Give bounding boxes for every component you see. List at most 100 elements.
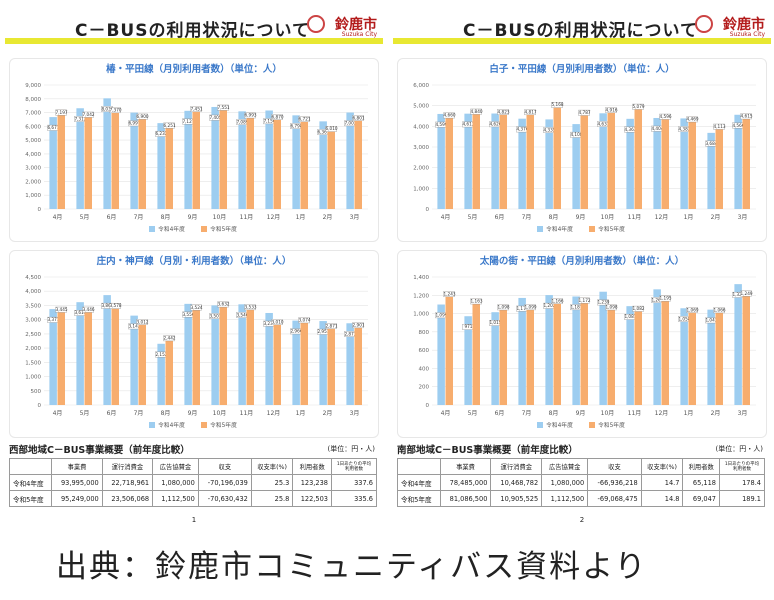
data-label: 1,099 — [525, 305, 537, 310]
bar-r5 — [445, 291, 453, 405]
bar-r4 — [626, 118, 634, 209]
data-label: 3,540 — [236, 312, 248, 317]
summary-column-header: 1日あたりの平均利用者数 — [719, 458, 765, 475]
bar-r5 — [246, 112, 254, 209]
x-tick-label: 4月 — [441, 214, 451, 221]
summary-cell: 337.6 — [331, 474, 377, 491]
summary-cell: 10,468,782 — [490, 474, 543, 491]
bar-r4 — [211, 305, 219, 405]
summary-cell: 178.4 — [719, 474, 765, 491]
data-label: 4,823 — [498, 109, 510, 114]
x-tick-label: 5月 — [80, 214, 90, 221]
bar-r4 — [103, 295, 111, 405]
y-tick-label: 8,000 — [25, 97, 41, 103]
data-label-box — [163, 122, 175, 129]
data-label: 6,870 — [272, 114, 284, 119]
y-tick-label: 6,000 — [25, 124, 41, 130]
data-label: 1,187 — [570, 304, 582, 309]
x-tick-label: 1月 — [296, 214, 306, 221]
data-label: 1,082 — [633, 306, 645, 311]
bar-r4 — [518, 118, 526, 209]
x-tick-label: 9月 — [188, 410, 198, 417]
y-tick-label: 9,000 — [25, 83, 41, 89]
data-label: 3,533 — [245, 305, 257, 310]
data-label: 4,363 — [624, 127, 636, 132]
summary-row-label: 令和5年度 — [8, 490, 53, 507]
data-label-box — [740, 113, 752, 120]
summary-cell: 1,112,500 — [541, 490, 589, 507]
y-tick-label: 400 — [419, 366, 430, 372]
x-tick-label: 7月 — [522, 410, 532, 417]
x-tick-label: 9月 — [576, 214, 586, 221]
bar-r4 — [437, 113, 445, 209]
y-tick-label: 4,500 — [25, 275, 41, 281]
bar-r5 — [111, 107, 119, 209]
report-page-2: C－BUSの利用状況について 鈴鹿市 Suzuka City 白子・平田線（月別… — [393, 10, 771, 530]
summary-row-label: 令和4年度 — [397, 474, 441, 491]
data-label-box — [470, 108, 482, 115]
data-label: 6,232 — [155, 131, 167, 136]
legend-swatch — [149, 422, 155, 428]
data-label: 3,371 — [47, 317, 59, 322]
summary-cell: 14.8 — [640, 490, 684, 507]
bar-r4 — [157, 343, 165, 405]
data-label-box — [740, 290, 752, 297]
data-label-box — [136, 319, 148, 325]
y-tick-label: 1,400 — [413, 275, 429, 281]
data-label-box — [470, 298, 482, 305]
data-label: 4,560 — [732, 123, 744, 128]
y-tick-label: 1,000 — [413, 186, 429, 192]
bar-r5 — [300, 317, 308, 405]
bar-r5 — [165, 122, 173, 209]
summary-column-header: 運行消費金 — [101, 458, 154, 475]
summary-unit: (単位：円・人) — [327, 445, 375, 453]
y-tick-label: 2,500 — [25, 332, 41, 338]
data-label: 2,152 — [155, 352, 167, 357]
city-subtitle: Suzuka City — [729, 31, 765, 38]
legend-label: 令和5年度 — [598, 225, 625, 233]
y-tick-label: 3,500 — [25, 303, 41, 309]
data-label: 1,015 — [489, 320, 501, 325]
data-label: 7,003 — [344, 121, 356, 126]
x-tick-label: 5月 — [468, 214, 478, 221]
bar-r5 — [84, 306, 92, 405]
data-label: 3,142 — [128, 324, 140, 329]
data-label: 4,469 — [687, 117, 699, 122]
summary-header-row: 事業費 運行消費金 広告協賛金 収支 収支率(%) 利用者数 1日あたりの平均利用者数 — [397, 458, 765, 475]
summary-row: 令和5年度 81,086,500 10,905,525 1,112,500 -69,06… — [397, 490, 765, 507]
legend-label: 令和4年度 — [546, 225, 573, 233]
chart-panel-shiroko: 白子・平田線（月別利用者数）（単位：人） 0 1,000 2,000 3,000 4,00… — [397, 58, 767, 242]
data-label-box — [109, 107, 121, 114]
x-tick-label: 12月 — [267, 410, 281, 417]
data-label-box — [352, 322, 364, 329]
data-label: 3,684 — [705, 141, 717, 146]
bar-r5 — [138, 113, 146, 209]
bar-r4 — [680, 118, 688, 209]
data-label: 7,370 — [110, 107, 122, 112]
page-title: C－BUSの利用状況について — [75, 21, 310, 41]
bar-r5 — [246, 304, 254, 405]
data-label: 3,524 — [191, 305, 203, 310]
bar-r4 — [265, 110, 273, 209]
summary-column-header: 運行消費金 — [490, 458, 543, 475]
chart-panel-taiyo: 太陽の街・平田線（月別利用者数）（単位：人） 0 200 400 600 800 1,000… — [397, 250, 767, 438]
bar-r4 — [437, 304, 445, 405]
x-tick-label: 11月 — [240, 410, 254, 417]
bar-r5 — [526, 304, 534, 405]
x-tick-label: 3月 — [350, 214, 360, 221]
summary-column-header: 事業費 — [439, 458, 492, 475]
data-label: 2,442 — [164, 336, 176, 341]
data-label: 6,993 — [245, 113, 257, 118]
data-label: 4,840 — [471, 109, 483, 114]
legend-label: 令和5年度 — [598, 421, 625, 429]
bar-r5 — [607, 107, 615, 209]
city-emblem-icon — [307, 15, 325, 33]
x-tick-label: 7月 — [522, 214, 532, 221]
data-label: 4,404 — [651, 126, 663, 131]
data-label-box — [686, 116, 698, 123]
x-tick-label: 6月 — [107, 214, 117, 221]
x-tick-label: 8月 — [549, 410, 559, 417]
data-label-box — [659, 295, 671, 302]
summary-cell: 95,249,000 — [51, 490, 103, 507]
legend-swatch — [201, 226, 207, 232]
